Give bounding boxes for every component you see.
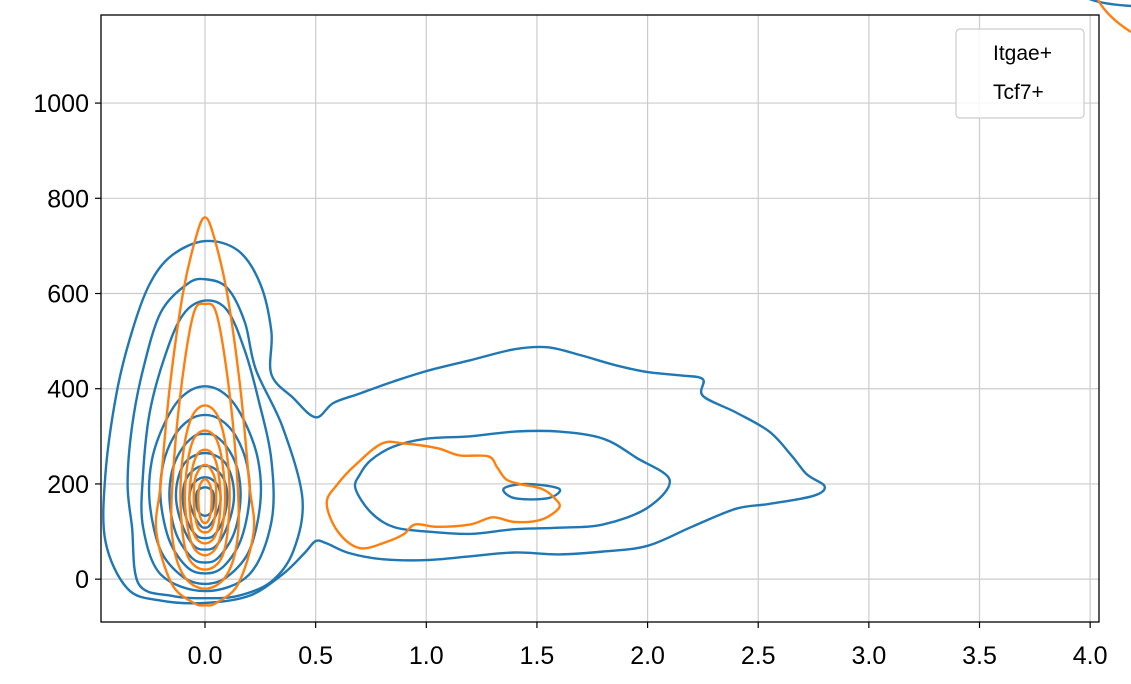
contour-line <box>188 448 222 545</box>
contour-line <box>147 385 263 586</box>
contour-line <box>181 464 229 540</box>
fragment-tcf7 <box>1096 0 1131 34</box>
contour-line <box>154 216 256 607</box>
plot-frame <box>100 14 1100 623</box>
contour-line <box>179 404 231 571</box>
series-tcf7-contours <box>154 216 561 607</box>
x-tick-label: 4.0 <box>1073 642 1108 670</box>
y-tick-label: 0 <box>75 566 89 594</box>
contour-layer <box>102 216 827 607</box>
legend-label-itgae: Itgae+ <box>993 42 1052 65</box>
legend-frame <box>955 28 1085 119</box>
x-tick-label: 2.5 <box>741 642 776 670</box>
contour-line <box>197 478 213 525</box>
legend: Itgae+ Tcf7+ <box>955 28 1085 119</box>
series-itgae-contours <box>102 239 827 605</box>
grid-lines <box>101 15 1099 622</box>
contour-line <box>353 429 671 536</box>
x-tick-label: 1.0 <box>409 642 444 670</box>
y-tick-label: 400 <box>47 376 89 404</box>
fragment-itgae <box>1088 0 1131 8</box>
legend-label-tcf7: Tcf7+ <box>993 81 1044 104</box>
x-tick-label: 1.5 <box>520 642 555 670</box>
contour-line <box>126 277 304 600</box>
x-tick-label: 3.5 <box>962 642 997 670</box>
y-tick-label: 200 <box>47 471 89 499</box>
clipped-contour-fragment <box>1088 0 1131 34</box>
contour-line <box>192 463 218 534</box>
contour-line <box>183 429 227 557</box>
y-tick-label: 1000 <box>33 90 89 118</box>
contour-line <box>140 299 275 593</box>
y-tick-label: 600 <box>47 281 89 309</box>
axis-ticks: 0.0 0.5 1.0 1.5 2.0 2.5 3.0 3.5 4.0 0 200 400 600 800… <box>33 90 1107 670</box>
x-tick-label: 0.5 <box>298 642 333 670</box>
contour-line <box>102 239 827 605</box>
y-tick-label: 800 <box>47 185 89 213</box>
x-tick-label: 3.0 <box>851 642 886 670</box>
x-tick-label: 0.0 <box>188 642 223 670</box>
contour-line <box>325 440 561 550</box>
contour-line <box>170 302 240 590</box>
x-tick-label: 2.0 <box>630 642 665 670</box>
